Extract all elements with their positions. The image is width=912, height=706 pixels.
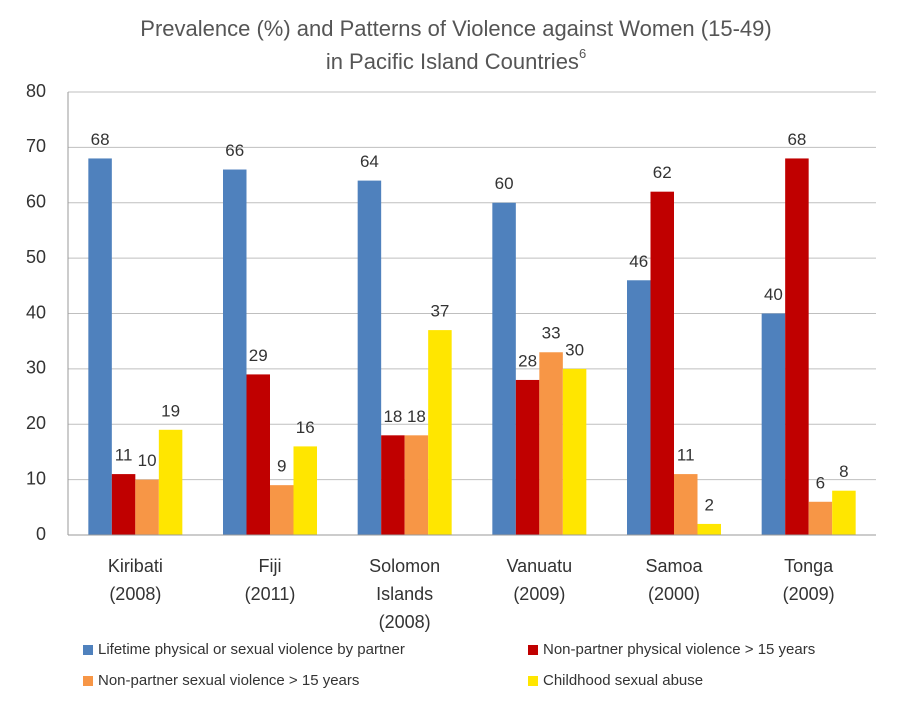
bar: [650, 191, 674, 536]
y-tick-label: 40: [26, 302, 46, 322]
x-tick-label: Islands: [376, 584, 433, 604]
bar: [223, 169, 247, 535]
bar: [428, 330, 452, 535]
data-label: 30: [565, 340, 584, 359]
y-tick-label: 70: [26, 136, 46, 156]
y-tick-label: 50: [26, 247, 46, 267]
data-label: 62: [653, 163, 672, 182]
legend-label: Lifetime physical or sexual violence by …: [98, 641, 405, 658]
x-tick-label: Vanuatu: [506, 556, 572, 576]
data-label: 40: [764, 285, 783, 304]
x-tick-label: (2008): [379, 612, 431, 632]
data-label: 29: [249, 346, 268, 365]
bar: [135, 479, 159, 535]
data-label: 28: [518, 351, 537, 370]
legend-label: Non-partner physical violence > 15 years: [543, 641, 815, 658]
chart-title: in Pacific Island Countries6: [326, 46, 586, 73]
x-tick-label: (2008): [109, 584, 161, 604]
y-tick-label: 20: [26, 413, 46, 433]
data-label: 68: [91, 130, 110, 149]
x-tick-label: Samoa: [645, 556, 703, 576]
data-label: 68: [787, 130, 806, 149]
y-tick-label: 0: [36, 524, 46, 544]
data-label: 19: [161, 401, 180, 420]
bar: [539, 352, 563, 535]
bar: [293, 446, 317, 535]
bar: [270, 485, 294, 535]
data-label: 37: [430, 302, 449, 321]
data-label: 33: [542, 324, 561, 343]
bar: [246, 374, 270, 535]
bar: [381, 435, 405, 535]
bar: [404, 435, 429, 535]
bar: [808, 501, 833, 535]
chart-title: Prevalence (%) and Patterns of Violence …: [140, 16, 771, 41]
y-tick-label: 80: [26, 81, 46, 101]
x-tick-label: Tonga: [784, 556, 834, 576]
x-tick-label: (2009): [513, 584, 565, 604]
legend-swatch: [528, 645, 538, 655]
bar: [492, 202, 516, 535]
legend-swatch: [83, 645, 93, 655]
data-label: 11: [115, 446, 133, 465]
data-label: 11: [677, 446, 695, 465]
bar: [627, 280, 651, 535]
data-label: 18: [383, 407, 402, 426]
bar: [832, 490, 856, 535]
bar: [674, 474, 698, 535]
data-label: 8: [839, 462, 848, 481]
chart-title-line: in Pacific Island Countries: [326, 49, 579, 74]
bar: [562, 368, 587, 535]
legend-label: Non-partner sexual violence > 15 years: [98, 672, 359, 689]
bar: [88, 158, 112, 535]
bar: [158, 429, 183, 535]
x-tick-label: Solomon: [369, 556, 440, 576]
data-label: 64: [360, 152, 379, 171]
bar: [357, 180, 382, 535]
legend-swatch: [83, 676, 93, 686]
bar: [761, 313, 786, 535]
data-label: 66: [225, 141, 244, 160]
data-label: 9: [277, 457, 286, 476]
legend-swatch: [528, 676, 538, 686]
data-label: 6: [816, 473, 825, 492]
x-tick-label: (2011): [245, 584, 296, 604]
y-tick-label: 60: [26, 192, 46, 212]
bar: [697, 523, 721, 535]
data-label: 46: [629, 252, 648, 271]
x-tick-label: (2000): [648, 584, 700, 604]
bar: [515, 379, 540, 535]
x-tick-label: Fiji: [259, 556, 282, 576]
y-tick-label: 10: [26, 468, 46, 488]
bar: [111, 474, 136, 535]
legend-label: Childhood sexual abuse: [543, 672, 703, 689]
data-label: 10: [138, 451, 157, 470]
bar: [785, 158, 809, 535]
data-label: 60: [495, 174, 514, 193]
y-tick-label: 30: [26, 358, 46, 378]
title-superscript: 6: [579, 46, 586, 61]
x-tick-label: (2009): [783, 584, 835, 604]
data-label: 16: [296, 418, 315, 437]
x-tick-label: Kiribati: [108, 556, 163, 576]
data-label: 2: [705, 495, 714, 514]
data-label: 18: [407, 407, 426, 426]
